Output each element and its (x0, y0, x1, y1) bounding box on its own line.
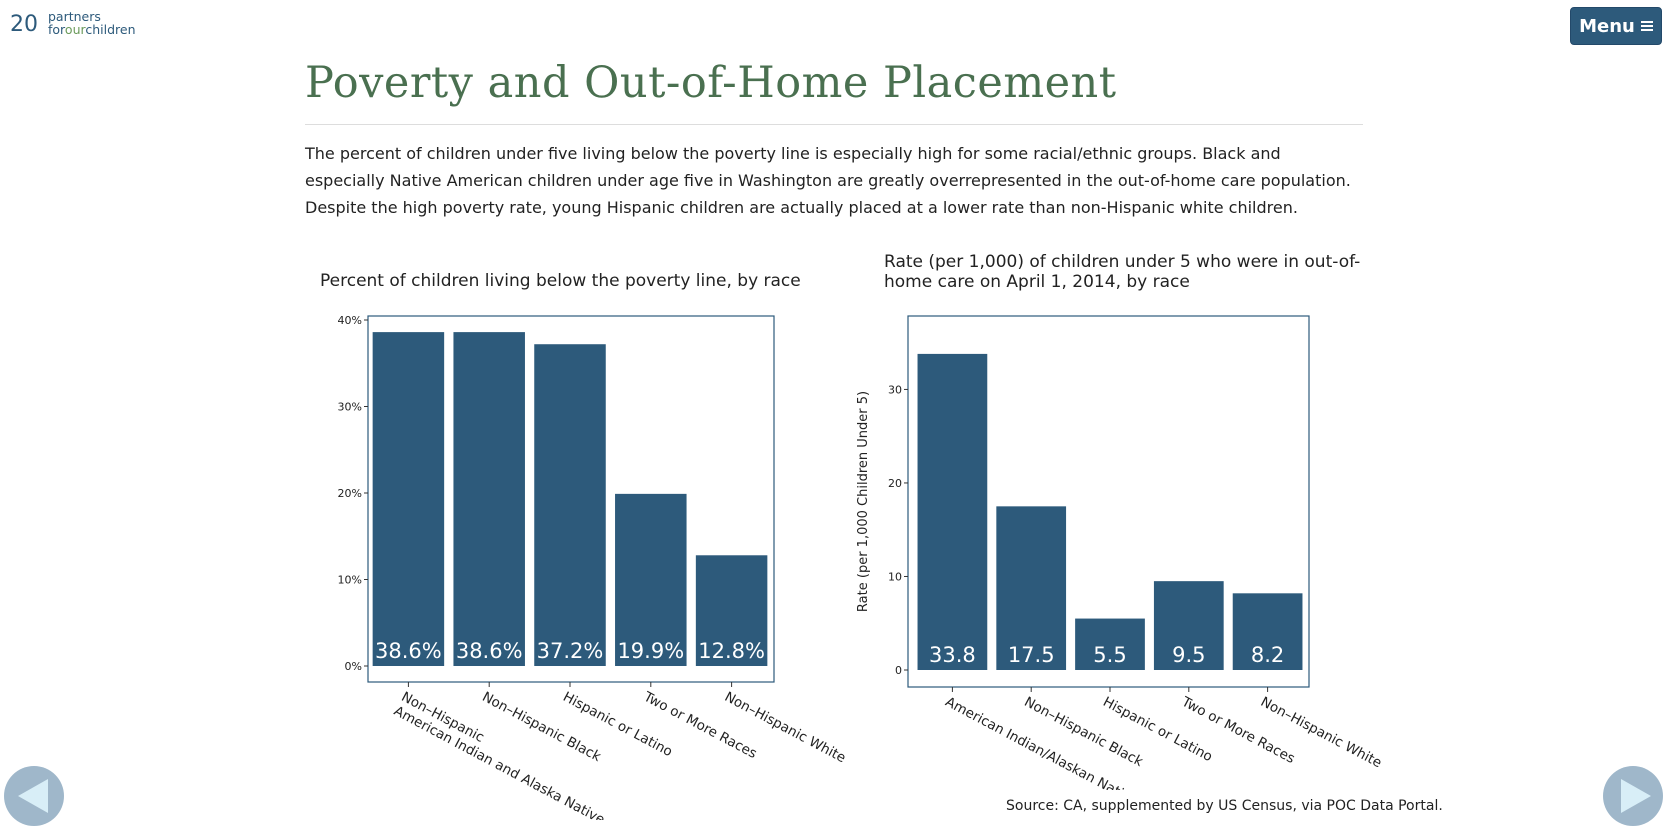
bar-value-label: 9.5 (1172, 643, 1205, 667)
plot-frame (367, 315, 775, 683)
y-tick-label: 40% (338, 314, 362, 327)
bar (695, 555, 768, 666)
bar (1075, 618, 1145, 670)
page-title: Poverty and Out-of-Home Placement (305, 58, 1117, 108)
bar (534, 344, 606, 666)
bar-value-label: 33.8 (929, 643, 976, 667)
y-tick-label: 20% (338, 487, 362, 500)
x-tick-label: American Indian and Alaska Native (391, 703, 607, 820)
bar-value-label: 5.5 (1093, 643, 1126, 667)
bar-value-label: 38.6% (375, 639, 442, 663)
bar-value-label: 8.2 (1251, 643, 1284, 667)
bar-value-label: 19.9% (617, 639, 684, 663)
logo-children: children (85, 22, 136, 37)
bar (453, 332, 525, 666)
intro-paragraph: The percent of children under five livin… (305, 144, 1351, 217)
bar (615, 493, 687, 666)
partners-for-our-children-logo[interactable]: partners forourchildren (48, 10, 136, 36)
y-tick-label: 10% (338, 574, 362, 587)
chart-title-placement: Rate (per 1,000) of children under 5 who… (884, 252, 1361, 292)
hamburger-icon (1640, 21, 1653, 31)
bar (372, 332, 445, 666)
y-tick-label: 30% (338, 401, 362, 414)
poverty-bar-chart: 0%10%20%30%40%38.6%Non–HispanicAmerican … (338, 314, 849, 820)
logo-line-forourchildren: forourchildren (48, 23, 136, 36)
next-slide-button[interactable] (1603, 766, 1663, 826)
y-tick-label: 0 (895, 664, 902, 677)
menu-button[interactable]: Menu (1570, 7, 1662, 45)
bar-value-label: 12.8% (698, 639, 765, 663)
logo-line-partners: partners (48, 9, 101, 24)
logo-our: our (64, 22, 86, 37)
title-divider (305, 124, 1363, 125)
chart-title-poverty: Percent of children living below the pov… (320, 271, 801, 291)
bar (917, 353, 988, 670)
bar (1153, 581, 1224, 670)
prev-slide-button[interactable] (4, 766, 64, 826)
bar (996, 506, 1067, 670)
logo-for: for (48, 22, 65, 37)
y-axis-label: Rate (per 1,000 Children Under 5) (856, 391, 871, 612)
y-tick-label: 30 (888, 383, 902, 396)
bar-value-label: 17.5 (1008, 643, 1055, 667)
y-tick-label: 20 (888, 477, 902, 490)
menu-label: Menu (1579, 15, 1635, 37)
bar-value-label: 37.2% (537, 639, 604, 663)
page-number: 20 (10, 12, 38, 37)
bar-value-label: 38.6% (456, 639, 523, 663)
source-note: Source: CA, supplemented by US Census, v… (1006, 798, 1443, 814)
y-tick-label: 0% (345, 660, 362, 673)
y-tick-label: 10 (888, 570, 902, 583)
plot-frame (907, 315, 1310, 688)
bar (1232, 593, 1303, 670)
